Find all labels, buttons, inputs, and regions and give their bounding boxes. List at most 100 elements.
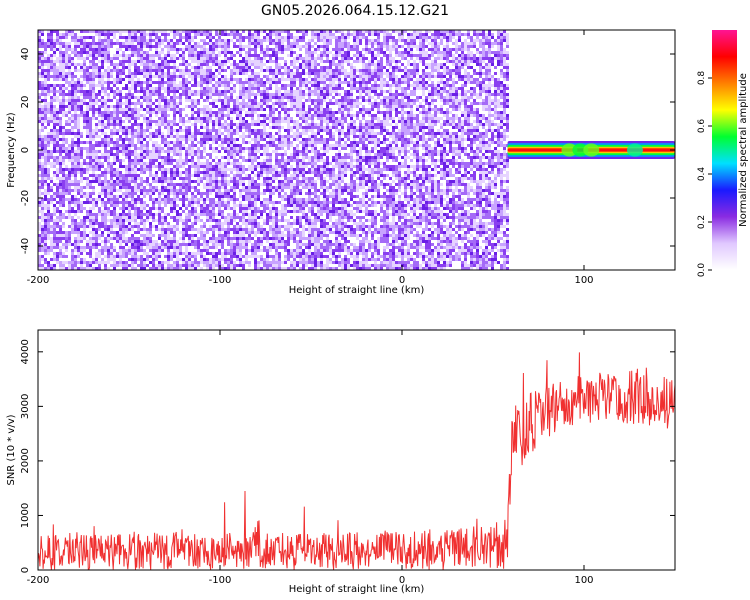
noise-cell xyxy=(173,135,176,138)
noise-cell xyxy=(137,57,140,60)
noise-cell xyxy=(47,147,50,150)
noise-cell xyxy=(104,54,107,57)
noise-cell xyxy=(65,123,68,126)
noise-cell xyxy=(65,93,68,96)
noise-cell xyxy=(212,84,215,87)
noise-cell xyxy=(149,54,152,57)
noise-cell xyxy=(47,210,50,213)
noise-cell xyxy=(53,186,56,189)
noise-cell xyxy=(134,219,137,222)
noise-cell xyxy=(182,123,185,126)
noise-cell xyxy=(224,87,227,90)
noise-cell xyxy=(176,60,179,63)
noise-cell xyxy=(161,231,164,234)
noise-cell xyxy=(206,159,209,162)
noise-cell xyxy=(134,69,137,72)
noise-cell xyxy=(146,150,149,153)
noise-cell xyxy=(155,135,158,138)
noise-cell xyxy=(218,234,221,237)
noise-cell xyxy=(137,30,140,33)
noise-cell xyxy=(128,102,131,105)
noise-cell xyxy=(149,78,152,81)
noise-cell xyxy=(50,87,53,90)
noise-cell xyxy=(146,258,149,261)
noise-cell xyxy=(203,255,206,258)
noise-cell xyxy=(194,168,197,171)
noise-cell xyxy=(188,177,191,180)
noise-cell xyxy=(59,102,62,105)
noise-cell xyxy=(224,123,227,126)
noise-cell xyxy=(50,153,53,156)
noise-cell xyxy=(212,186,215,189)
noise-cell xyxy=(221,183,224,186)
noise-cell xyxy=(113,141,116,144)
noise-cell xyxy=(101,222,104,225)
noise-cell xyxy=(92,102,95,105)
noise-cell xyxy=(209,153,212,156)
noise-cell xyxy=(209,189,212,192)
noise-cell xyxy=(68,54,71,57)
noise-cell xyxy=(65,246,68,249)
noise-cell xyxy=(86,228,89,231)
noise-cell xyxy=(116,60,119,63)
noise-cell xyxy=(197,90,200,93)
noise-cell xyxy=(206,231,209,234)
noise-cell xyxy=(44,129,47,132)
noise-cell xyxy=(125,96,128,99)
noise-cell xyxy=(212,36,215,39)
noise-cell xyxy=(128,252,131,255)
noise-cell xyxy=(68,177,71,180)
noise-cell xyxy=(50,210,53,213)
noise-cell xyxy=(212,225,215,228)
noise-cell xyxy=(122,54,125,57)
noise-cell xyxy=(215,201,218,204)
noise-cell xyxy=(89,114,92,117)
noise-cell xyxy=(224,42,227,45)
noise-cell xyxy=(38,159,41,162)
noise-cell xyxy=(179,159,182,162)
noise-cell xyxy=(80,129,83,132)
noise-cell xyxy=(155,153,158,156)
noise-cell xyxy=(194,210,197,213)
noise-cell xyxy=(215,264,218,267)
noise-cell xyxy=(152,258,155,261)
noise-cell xyxy=(176,111,179,114)
noise-cell xyxy=(161,132,164,135)
noise-cell xyxy=(59,216,62,219)
noise-cell xyxy=(71,63,74,66)
noise-cell xyxy=(110,105,113,108)
noise-cell xyxy=(134,198,137,201)
noise-cell xyxy=(200,210,203,213)
noise-cell xyxy=(158,165,161,168)
noise-cell xyxy=(200,153,203,156)
noise-cell xyxy=(179,228,182,231)
noise-cell xyxy=(167,96,170,99)
noise-cell xyxy=(194,45,197,48)
noise-cell xyxy=(140,210,143,213)
noise-cell xyxy=(191,195,194,198)
noise-cell xyxy=(215,153,218,156)
noise-cell xyxy=(182,108,185,111)
noise-cell xyxy=(221,186,224,189)
noise-cell xyxy=(38,105,41,108)
noise-cell xyxy=(224,90,227,93)
noise-cell xyxy=(107,132,110,135)
noise-cell xyxy=(89,120,92,123)
noise-cell xyxy=(50,60,53,63)
noise-cell xyxy=(98,141,101,144)
noise-cell xyxy=(137,153,140,156)
noise-cell xyxy=(122,156,125,159)
noise-cell xyxy=(188,87,191,90)
noise-cell xyxy=(212,249,215,252)
noise-cell xyxy=(173,234,176,237)
noise-cell xyxy=(131,174,134,177)
noise-cell xyxy=(89,183,92,186)
noise-cell xyxy=(50,120,53,123)
noise-cell xyxy=(134,240,137,243)
noise-cell xyxy=(185,219,188,222)
noise-cell xyxy=(77,204,80,207)
noise-cell xyxy=(188,84,191,87)
noise-cell xyxy=(170,120,173,123)
noise-cell xyxy=(62,81,65,84)
noise-cell xyxy=(161,87,164,90)
